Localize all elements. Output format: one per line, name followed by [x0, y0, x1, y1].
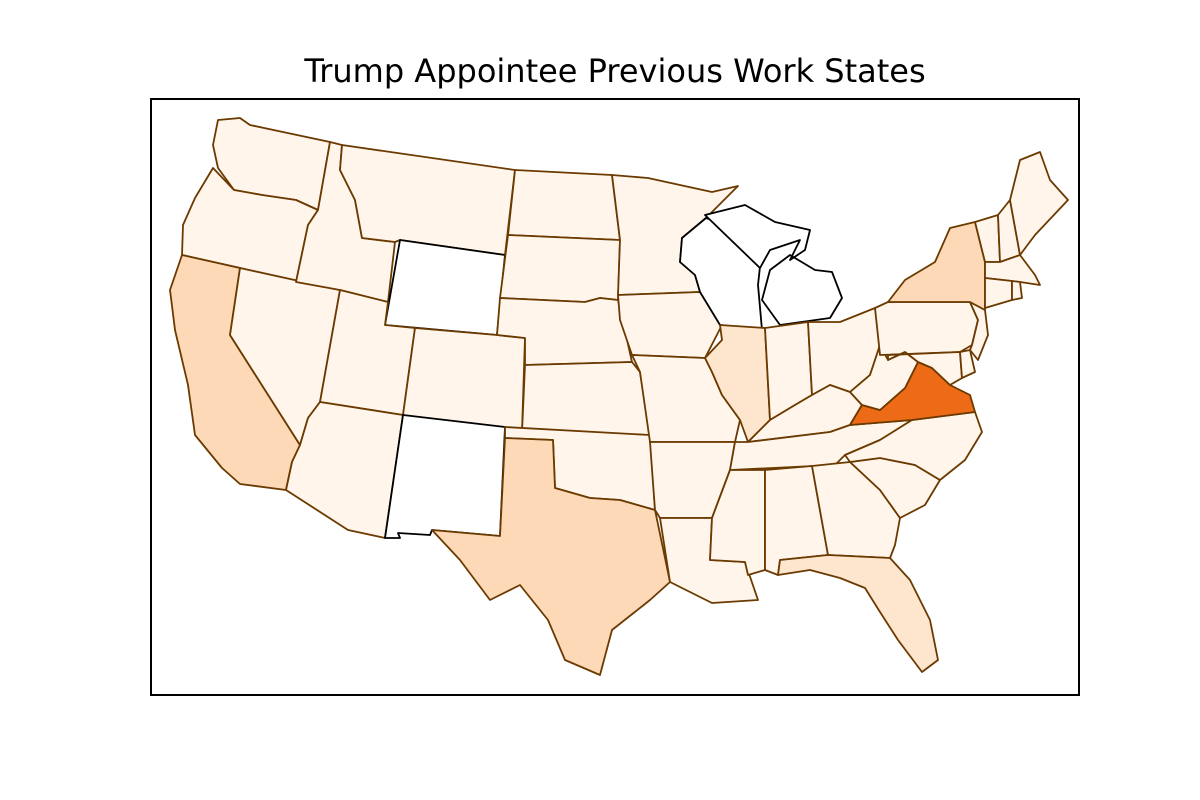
state-rhode-island[interactable]: [1011, 280, 1023, 301]
state-north-dakota[interactable]: [507, 169, 621, 241]
state-michigan[interactable]: [704, 204, 843, 326]
state-new-mexico[interactable]: [384, 414, 506, 539]
state-montana[interactable]: [339, 144, 516, 256]
state-connecticut[interactable]: [984, 277, 1013, 309]
state-wyoming[interactable]: [384, 239, 506, 336]
state-florida[interactable]: [777, 554, 939, 673]
state-north-carolina[interactable]: [844, 411, 983, 481]
state-pennsylvania[interactable]: [874, 301, 979, 356]
state-south-dakota[interactable]: [499, 234, 621, 303]
state-delaware[interactable]: [959, 349, 976, 379]
state-texas[interactable]: [431, 437, 671, 676]
state-new-york[interactable]: [887, 221, 986, 311]
map-title: Trump Appointee Previous Work States: [304, 52, 926, 90]
state-new-jersey[interactable]: [969, 301, 989, 361]
state-maine[interactable]: [1009, 151, 1069, 256]
state-kansas[interactable]: [521, 361, 651, 436]
